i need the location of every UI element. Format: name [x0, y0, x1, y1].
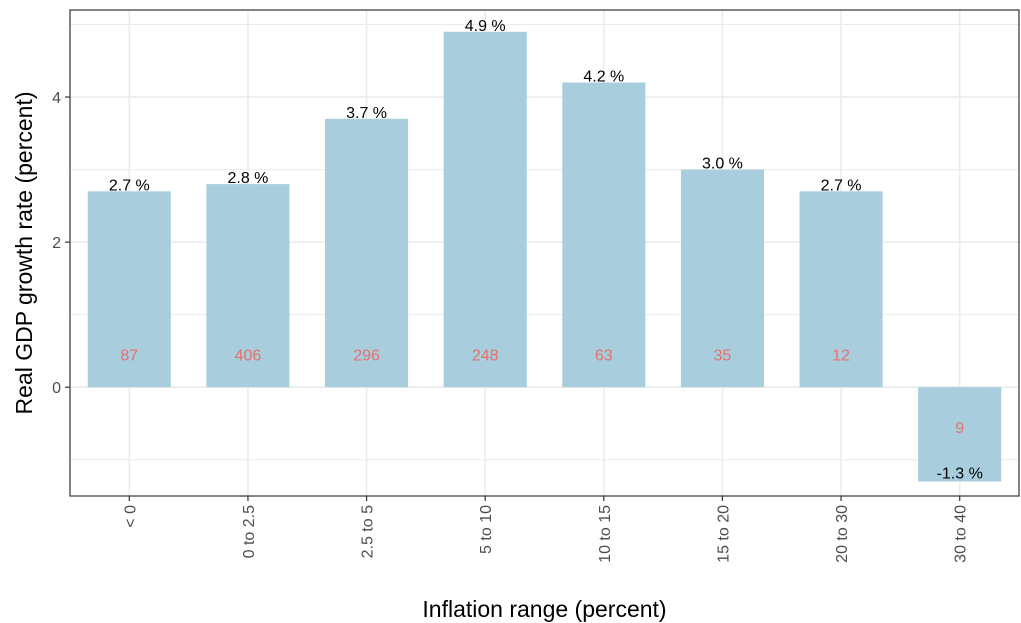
bar-value-label: 2.8 % — [227, 170, 268, 187]
x-tick-label: 2.5 to 5 — [360, 505, 377, 558]
bar-value-label: 2.7 % — [109, 177, 150, 194]
panel-border — [69, 9, 1020, 497]
bar-value-label: 3.0 % — [702, 156, 743, 173]
bar — [562, 82, 646, 388]
x-tick-label: 5 to 10 — [478, 505, 495, 554]
y-tick-label: 4 — [52, 90, 61, 107]
bar — [87, 191, 171, 388]
x-tick-label: 30 to 40 — [953, 505, 970, 563]
count-label: 63 — [595, 348, 613, 365]
y-axis-title: Real GDP growth rate (percent) — [11, 92, 37, 415]
y-tick-label: 0 — [52, 380, 61, 397]
y-tick-label: 2 — [52, 235, 61, 252]
bar-value-label: -1.3 % — [937, 465, 983, 482]
count-label: 12 — [832, 348, 850, 365]
x-tick-label: 10 to 15 — [597, 505, 614, 563]
bar — [325, 118, 409, 388]
x-axis-title: Inflation range (percent) — [422, 596, 666, 622]
bar — [443, 31, 527, 388]
count-label: 248 — [472, 348, 499, 365]
bar — [680, 169, 764, 388]
x-axis: < 0 0 to 2.5 2.5 to 5 5 to 10 10 to 15 15 to … — [122, 496, 970, 563]
x-tick-label: 15 to 20 — [715, 505, 732, 563]
count-label: 406 — [235, 348, 262, 365]
bar-value-label: 3.7 % — [346, 105, 387, 122]
bar-value-label: 2.7 % — [821, 177, 862, 194]
x-tick-label: 0 to 2.5 — [241, 505, 258, 558]
bar-value-label: 4.9 % — [465, 18, 506, 35]
value-labels: 2.7 % 2.8 % 3.7 % 4.9 % 4.2 % 3.0 % 2.7 % -1.3 … — [109, 18, 983, 483]
bar — [799, 191, 883, 388]
bar — [918, 387, 1002, 482]
bar-value-label: 4.2 % — [583, 69, 624, 86]
count-label: 296 — [353, 348, 380, 365]
x-tick-label: < 0 — [122, 505, 139, 528]
bars — [87, 31, 1002, 482]
count-label: 35 — [714, 348, 732, 365]
count-label: 9 — [955, 420, 964, 437]
y-axis: 0 2 4 — [52, 90, 70, 397]
count-label: 87 — [120, 348, 138, 365]
count-labels: 87 406 296 248 63 35 12 9 — [120, 348, 964, 438]
bar — [206, 184, 290, 388]
x-tick-label: 20 to 30 — [834, 505, 851, 563]
